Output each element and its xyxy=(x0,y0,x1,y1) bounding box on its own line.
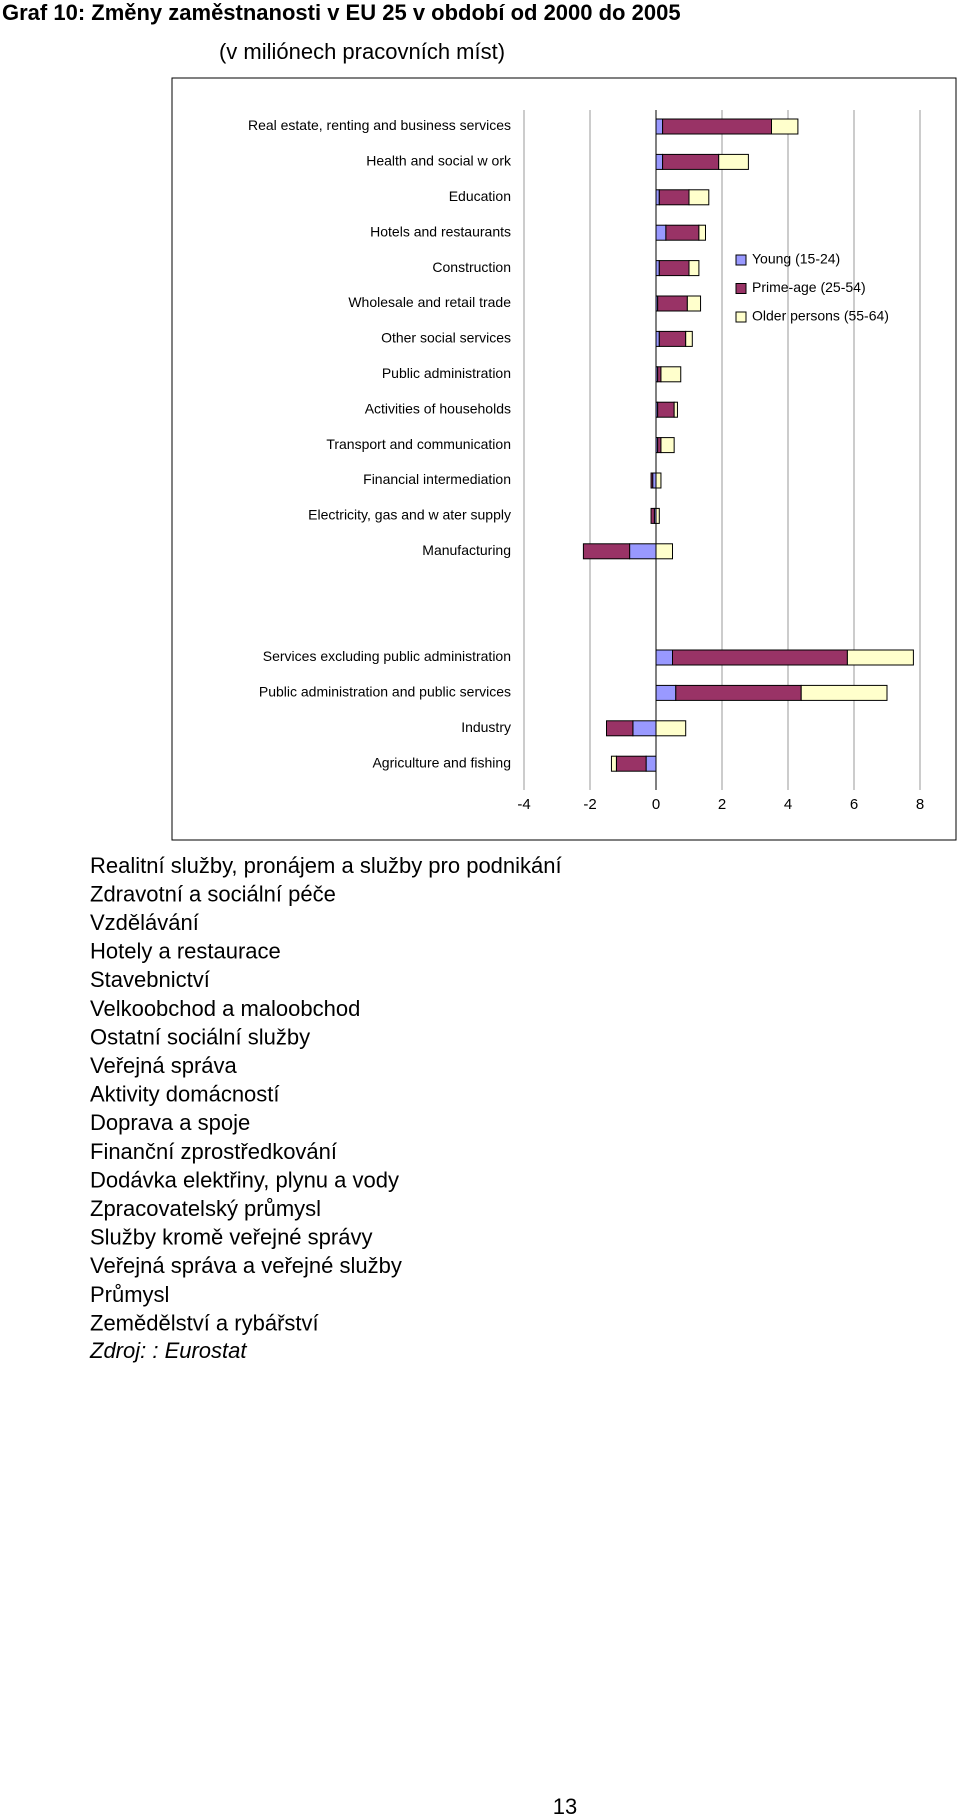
x-tick-label: -4 xyxy=(517,796,530,813)
category-label: Other social services xyxy=(381,330,511,346)
bar-segment xyxy=(655,507,660,524)
bar-segment xyxy=(655,224,667,241)
bar-segment xyxy=(686,295,702,312)
chart-frame xyxy=(171,77,957,841)
bar-segment xyxy=(658,189,690,206)
legend-swatch xyxy=(735,254,747,266)
translation: Služby kromě veřejné správy xyxy=(90,1225,372,1250)
translation: Zdravotní a sociální péče xyxy=(90,881,336,906)
x-tick-label: 4 xyxy=(784,796,792,813)
translation: Průmysl xyxy=(90,1282,169,1307)
bar-segment xyxy=(655,684,677,701)
legend-swatch xyxy=(735,311,747,323)
bar-segment xyxy=(615,755,647,772)
category-label: Public administration xyxy=(382,365,511,381)
page-number: 13 xyxy=(553,1794,577,1819)
bar-segment xyxy=(657,401,675,418)
x-tick-label: 6 xyxy=(850,796,858,813)
bar-segment xyxy=(650,507,655,524)
translation: Vzdělávání xyxy=(90,910,199,935)
translation: Zpracovatelský průmysl xyxy=(90,1196,321,1221)
category-label: Activities of households xyxy=(365,400,511,416)
translation: Hotely a restaurace xyxy=(90,939,281,964)
category-label: Manufacturing xyxy=(422,542,511,558)
x-tick-label: 0 xyxy=(652,796,660,813)
bar-segment xyxy=(657,295,688,312)
translation: Stavebnictví xyxy=(90,967,210,992)
bar-segment xyxy=(698,224,707,241)
legend-label: Older persons (55-64) xyxy=(752,308,889,324)
bar-segment xyxy=(658,260,690,277)
category-label: Wholesale and retail trade xyxy=(348,294,511,310)
translation: Doprava a spoje xyxy=(90,1110,250,1135)
translation: Ostatní sociální služby xyxy=(90,1024,310,1049)
translation: Zemědělství a rybářství xyxy=(90,1310,319,1335)
bar-segment xyxy=(718,153,749,170)
bar-segment xyxy=(655,543,673,560)
bar-segment xyxy=(606,720,634,737)
bar-segment xyxy=(800,684,888,701)
legend-label: Young (15-24) xyxy=(752,251,840,267)
bar-segment xyxy=(582,543,631,560)
bar-segment xyxy=(673,401,678,418)
category-label: Real estate, renting and business servic… xyxy=(248,117,511,133)
bar-segment xyxy=(771,118,799,135)
bar-segment xyxy=(685,330,693,347)
source: Zdroj: : Eurostat xyxy=(89,1338,247,1363)
category-label: Construction xyxy=(432,259,511,275)
category-label: Public administration and public service… xyxy=(259,684,511,700)
bar-segment xyxy=(662,153,720,170)
category-label: Hotels and restaurants xyxy=(370,223,511,239)
translation: Realitní služby, pronájem a služby pro p… xyxy=(90,853,562,878)
bar-segment xyxy=(655,153,664,170)
bar-segment xyxy=(846,649,914,666)
category-label: Services excluding public administration xyxy=(263,648,511,664)
translation: Aktivity domácností xyxy=(90,1082,280,1107)
bar-segment xyxy=(650,472,654,489)
bar-segment xyxy=(688,260,700,277)
translation: Finanční zprostředkování xyxy=(90,1139,337,1164)
category-label: Health and social w ork xyxy=(366,153,512,169)
bar-segment xyxy=(665,224,700,241)
x-tick-label: 8 xyxy=(916,796,924,813)
bar-segment xyxy=(688,189,710,206)
bar-segment xyxy=(675,684,802,701)
category-label: Electricity, gas and w ater supply xyxy=(308,507,511,523)
bar-segment xyxy=(655,649,673,666)
bar-segment xyxy=(645,755,657,772)
bar-segment xyxy=(655,472,662,489)
translation: Veřejná správa xyxy=(90,1053,238,1078)
x-tick-label: -2 xyxy=(583,796,596,813)
category-label: Industry xyxy=(461,719,511,735)
translation: Velkoobchod a maloobchod xyxy=(90,996,360,1021)
bar-segment xyxy=(662,118,772,135)
translation: Dodávka elektřiny, plynu a vody xyxy=(90,1167,399,1192)
bar-segment xyxy=(629,543,657,560)
category-label: Agriculture and fishing xyxy=(372,754,511,770)
bar-segment xyxy=(658,330,687,347)
bar-segment xyxy=(655,720,687,737)
bar-segment xyxy=(660,366,682,383)
subtitle: (v miliónech pracovních míst) xyxy=(219,39,505,64)
bar-segment xyxy=(610,755,617,772)
bar-segment xyxy=(632,720,657,737)
translation: Veřejná správa a veřejné služby xyxy=(90,1253,402,1278)
category-label: Education xyxy=(449,188,511,204)
category-label: Transport and communication xyxy=(326,436,511,452)
legend-swatch xyxy=(735,283,747,294)
category-label: Financial intermediation xyxy=(363,471,511,487)
title: Graf 10: Změny zaměstnanosti v EU 25 v o… xyxy=(2,0,681,25)
bar-segment xyxy=(660,437,675,454)
x-tick-label: 2 xyxy=(718,796,726,813)
legend-label: Prime-age (25-54) xyxy=(752,279,866,295)
bar-segment xyxy=(672,649,848,666)
bar-segment xyxy=(655,118,664,135)
